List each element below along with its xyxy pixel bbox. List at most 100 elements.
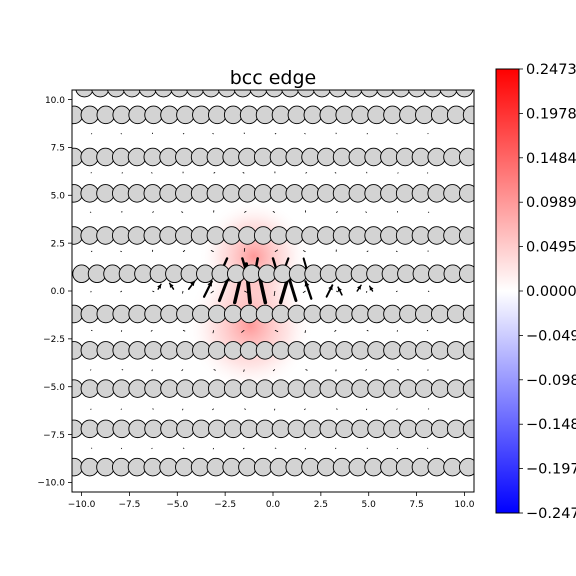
atom <box>217 90 236 98</box>
atom <box>443 147 462 167</box>
atom <box>87 264 107 284</box>
atom <box>446 304 466 324</box>
atom <box>301 184 320 203</box>
field-arrow <box>274 329 279 333</box>
field-arrow <box>182 408 184 411</box>
field-arrow <box>302 290 306 294</box>
atom <box>112 304 131 324</box>
atom <box>415 341 434 360</box>
displacement-arrowhead <box>337 287 342 292</box>
field-arrow <box>242 447 245 450</box>
atom <box>239 105 259 125</box>
atom <box>427 457 446 477</box>
atom <box>160 419 179 439</box>
y-tick-label: −5.0 <box>43 383 65 393</box>
atom <box>443 226 462 245</box>
atom <box>72 184 84 203</box>
colorbar-ticks: 0.2473 0.1978 0.1484 0.0989 0.0495 0.0000 −0.0… <box>519 62 576 522</box>
colorbar-tick-label: −0.0495 <box>526 328 576 344</box>
field-arrow <box>274 249 279 253</box>
atom <box>208 304 227 324</box>
field-arrow <box>150 329 153 332</box>
atom <box>380 226 399 245</box>
atom <box>348 457 368 477</box>
atom <box>249 90 268 98</box>
atom <box>455 90 474 98</box>
atom <box>144 419 163 439</box>
atom <box>160 379 179 398</box>
colorbar-tick-label: 0.0000 <box>526 284 576 300</box>
atom <box>287 105 307 125</box>
atom <box>271 304 291 324</box>
colorbar-tick-label: −0.1978 <box>526 462 576 478</box>
atom <box>269 226 289 245</box>
atom <box>159 226 178 245</box>
atom <box>91 90 110 98</box>
field-arrow <box>120 408 123 410</box>
atom <box>80 379 100 398</box>
atom <box>285 226 305 245</box>
y-tick-label: 2.5 <box>51 239 65 249</box>
displacement-arrowhead <box>157 284 162 289</box>
atom <box>72 147 84 167</box>
atom <box>269 184 289 203</box>
atom <box>222 226 241 245</box>
atom <box>160 105 179 125</box>
field-arrow <box>397 369 399 371</box>
atom <box>72 419 84 439</box>
field-arrow <box>334 447 337 450</box>
field-arrow <box>182 250 186 253</box>
atom <box>381 264 401 284</box>
atom <box>111 184 131 203</box>
atom <box>255 105 275 125</box>
field-arrow <box>427 290 430 292</box>
atom <box>399 304 418 324</box>
colorbar-tick-label: 0.1978 <box>526 106 576 122</box>
atom <box>159 184 178 203</box>
atom <box>350 264 370 284</box>
atom <box>367 341 386 360</box>
atom <box>303 419 323 439</box>
atom <box>238 226 257 245</box>
atom <box>271 341 291 360</box>
atom <box>383 304 402 324</box>
atom <box>265 90 284 98</box>
atom <box>412 264 432 284</box>
field-arrow <box>90 250 93 253</box>
field-arrow <box>152 408 154 410</box>
atom <box>253 184 273 203</box>
atom <box>351 304 370 324</box>
atom <box>111 457 131 477</box>
atom <box>206 457 226 477</box>
x-tick-label: −7.5 <box>118 500 140 510</box>
atom <box>143 184 163 203</box>
atom <box>80 226 99 245</box>
atom <box>206 184 226 203</box>
field-arrow <box>121 369 124 371</box>
atom <box>348 184 368 203</box>
colorbar-scale <box>495 68 520 514</box>
colorbar: 0.2473 0.1978 0.1484 0.0989 0.0495 0.0000 −0.0… <box>495 62 576 522</box>
atom <box>430 419 450 439</box>
field-arrow <box>427 447 429 449</box>
x-tick-label: 10.0 <box>454 500 474 510</box>
atom <box>211 264 231 284</box>
atom <box>96 419 116 439</box>
atom <box>128 341 147 360</box>
atom <box>332 457 352 477</box>
atom <box>186 90 205 98</box>
atom <box>72 457 84 477</box>
atom <box>226 264 246 284</box>
atom <box>411 147 431 167</box>
atom <box>301 457 320 477</box>
atom <box>335 304 354 324</box>
displacement-arrowhead <box>207 281 212 287</box>
atom <box>192 341 211 360</box>
atom <box>222 457 241 477</box>
atom <box>72 341 84 360</box>
atom <box>380 457 399 477</box>
atom <box>287 379 307 398</box>
atom <box>317 226 336 245</box>
field-arrow <box>273 290 276 297</box>
x-ticks: −10.0 −7.5 −5.0 −2.5 0.0 2.5 5.0 7.5 10.0 <box>68 492 475 510</box>
